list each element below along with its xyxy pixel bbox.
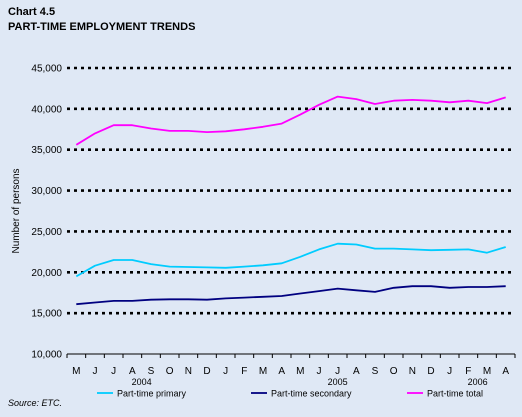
x-tick-label: O xyxy=(390,366,398,377)
x-tick-label: A xyxy=(353,366,360,377)
x-tick-label: J xyxy=(335,366,340,377)
chart-title: PART-TIME EMPLOYMENT TRENDS xyxy=(8,21,196,33)
chart-number: Chart 4.5 xyxy=(8,6,56,18)
y-tick-label: 30,000 xyxy=(31,186,62,197)
x-tick-label: D xyxy=(203,366,210,377)
x-tick-label: M xyxy=(483,366,491,377)
y-tick-label: 10,000 xyxy=(31,350,62,361)
year-label: 2006 xyxy=(468,377,488,387)
x-tick-label: F xyxy=(241,366,247,377)
y-tick-label: 25,000 xyxy=(31,227,62,238)
y-tick-label: 40,000 xyxy=(31,104,62,115)
x-tick-label: J xyxy=(111,366,116,377)
x-tick-label: J xyxy=(317,366,322,377)
legend-label-part-time-total: Part-time total xyxy=(427,389,483,399)
y-tick-label: 20,000 xyxy=(31,268,62,279)
y-tick-label: 45,000 xyxy=(31,64,62,75)
x-tick-label: M xyxy=(296,366,304,377)
x-tick-label: S xyxy=(372,366,379,377)
x-tick-label: M xyxy=(72,366,80,377)
year-label: 2004 xyxy=(132,377,152,387)
x-tick-label: M xyxy=(259,366,267,377)
source-note: Source: ETC. xyxy=(8,398,63,408)
x-tick-label: O xyxy=(166,366,174,377)
x-tick-label: A xyxy=(502,366,509,377)
y-axis-title: Number of persons xyxy=(11,168,22,253)
x-tick-label: J xyxy=(223,366,228,377)
x-tick-label: A xyxy=(129,366,136,377)
series-line-part-time-secondary xyxy=(76,285,506,306)
x-tick-label: N xyxy=(185,366,192,377)
y-tick-label: 35,000 xyxy=(31,145,62,156)
year-label: 2005 xyxy=(328,377,348,387)
x-tick-label: J xyxy=(447,366,452,377)
y-tick-label: 15,000 xyxy=(31,309,62,320)
x-tick-label: F xyxy=(465,366,471,377)
x-tick-label: N xyxy=(409,366,416,377)
x-tick-label: D xyxy=(427,366,434,377)
legend-label-part-time-primary: Part-time primary xyxy=(117,389,187,399)
legend-label-part-time-secondary: Part-time secondary xyxy=(271,389,352,399)
x-tick-label: J xyxy=(93,366,98,377)
series-line-part-time-primary xyxy=(75,242,506,278)
x-tick-label: A xyxy=(278,366,285,377)
x-tick-label: S xyxy=(148,366,155,377)
series-line-part-time-total xyxy=(75,95,506,146)
